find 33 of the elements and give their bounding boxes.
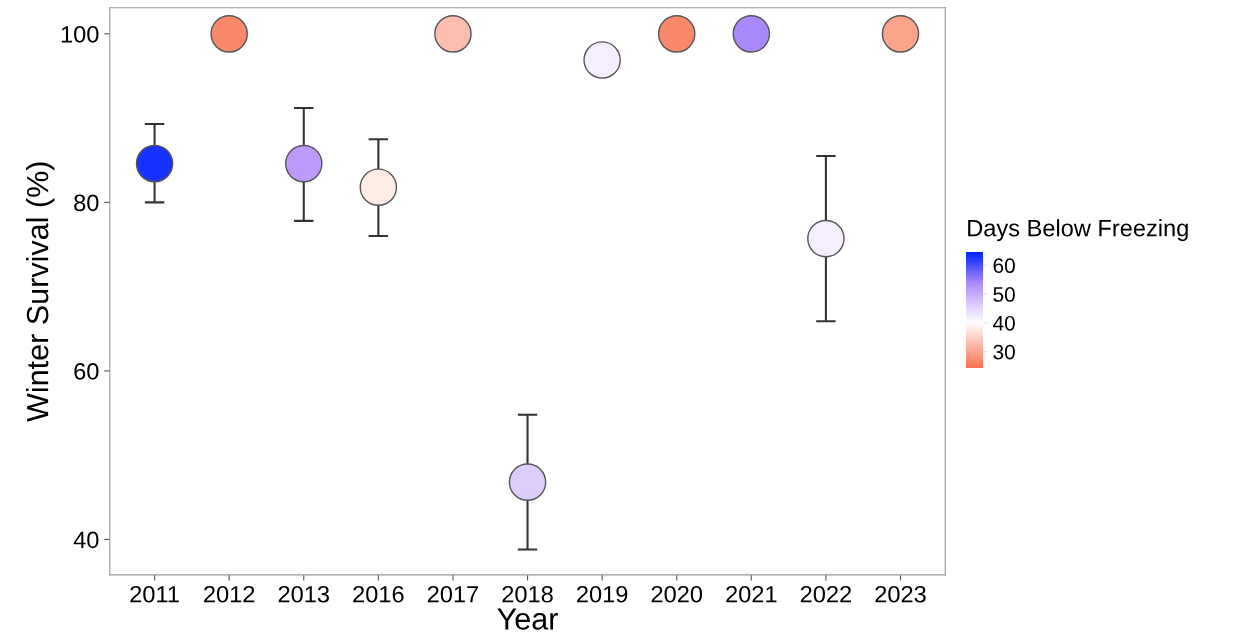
point <box>657 15 696 53</box>
x-tick-label: 2019 <box>577 585 628 603</box>
point <box>284 144 323 183</box>
y-tick-label: 80 <box>74 194 99 212</box>
color-bar-label: 60 <box>993 258 1015 274</box>
point <box>807 219 845 258</box>
x-tick-label: 2022 <box>800 585 851 603</box>
point <box>732 15 771 53</box>
color-bar-label: 50 <box>993 287 1015 302</box>
point <box>434 15 472 53</box>
point <box>508 463 547 501</box>
y-tick-label: 40 <box>73 531 99 549</box>
x-tick-label: 2020 <box>651 585 703 603</box>
point <box>881 15 920 53</box>
point <box>359 168 398 207</box>
x-tick-label: 2013 <box>278 585 329 603</box>
y-axis-title: Winter Survival (%) <box>25 162 55 422</box>
x-tick-label: 2016 <box>353 585 404 603</box>
color-bar-label: 40 <box>993 315 1015 331</box>
color-bar-label: 30 <box>993 344 1015 360</box>
y-tick-label: 100 <box>61 25 99 43</box>
x-tick-label: 2021 <box>726 585 777 603</box>
point <box>210 15 248 53</box>
y-tick-label: 60 <box>74 362 99 380</box>
point <box>583 41 621 79</box>
x-tick-label: 2018 <box>502 585 553 603</box>
x-tick-label: 2017 <box>427 585 479 603</box>
x-tick-label: 2011 <box>130 585 179 603</box>
point <box>135 144 174 183</box>
color-bar-title: Days Below Freezing <box>968 219 1188 242</box>
x-tick-label: 2012 <box>204 585 255 603</box>
x-axis-title: Year <box>497 608 558 630</box>
x-tick-label: 2023 <box>875 585 926 603</box>
